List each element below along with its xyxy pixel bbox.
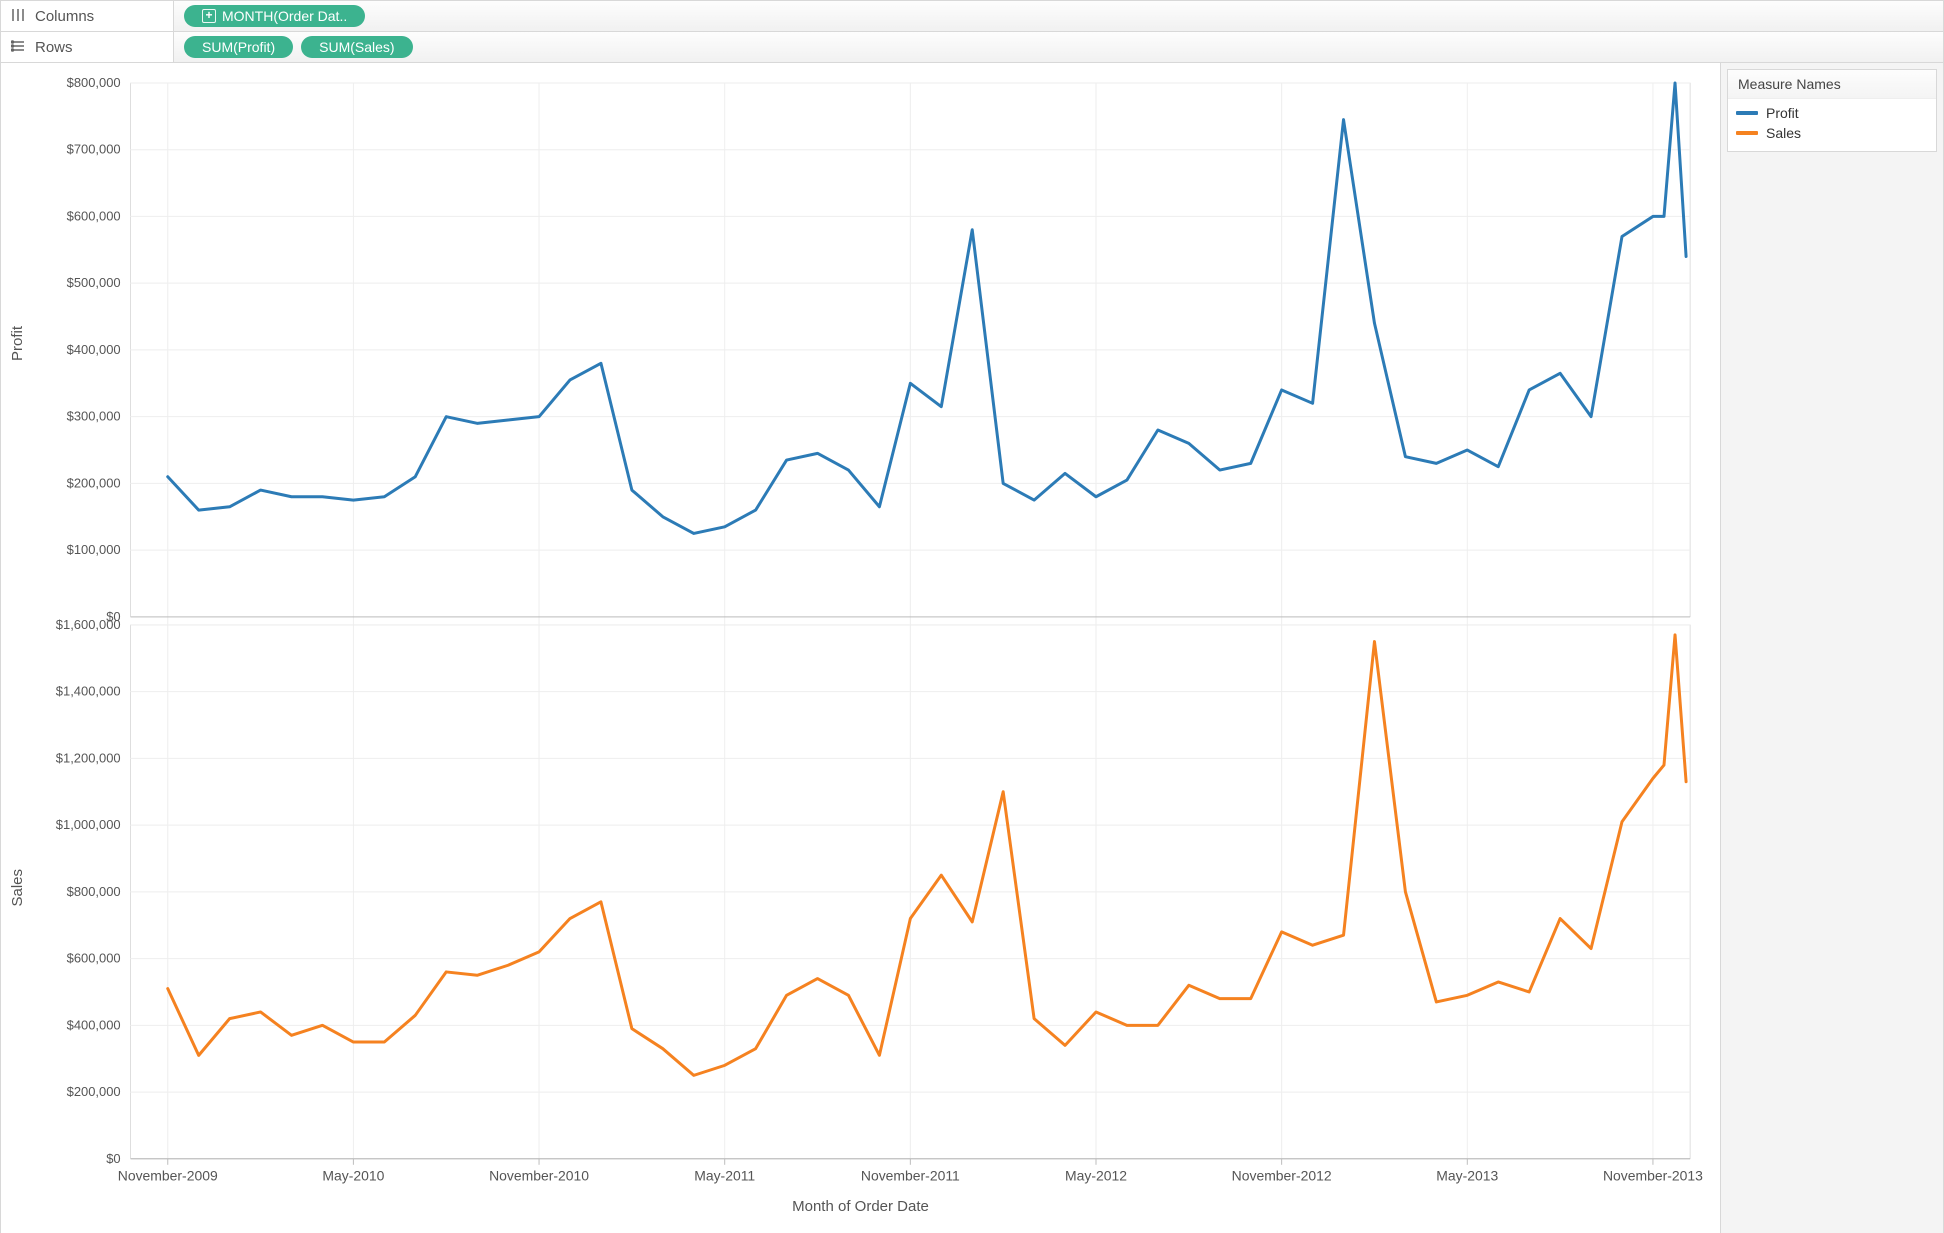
svg-text:May-2011: May-2011 xyxy=(694,1168,755,1184)
svg-text:$0: $0 xyxy=(106,1151,120,1166)
svg-text:$800,000: $800,000 xyxy=(67,75,121,90)
sales-line xyxy=(168,635,1686,1076)
svg-text:$300,000: $300,000 xyxy=(67,409,121,424)
rows-pill-1[interactable]: SUM(Sales) xyxy=(301,36,412,58)
columns-shelf-label-cell: Columns xyxy=(1,1,174,31)
legend-pane: Measure Names Profit Sales xyxy=(1721,63,1943,1233)
profit-line xyxy=(168,83,1686,534)
rows-icon xyxy=(11,39,25,56)
svg-text:$1,200,000: $1,200,000 xyxy=(56,750,121,765)
chart-svg: November-2009 May-2010 November-2010 May-20… xyxy=(1,63,1720,1229)
legend-items: Profit Sales xyxy=(1728,99,1936,151)
svg-text:$400,000: $400,000 xyxy=(67,342,121,357)
svg-text:$500,000: $500,000 xyxy=(67,275,121,290)
legend-item-profit[interactable]: Profit xyxy=(1736,103,1928,123)
columns-shelf-label: Columns xyxy=(35,8,94,25)
svg-text:November-2012: November-2012 xyxy=(1232,1168,1332,1184)
legend-swatch xyxy=(1736,131,1758,135)
columns-pill-label: MONTH(Order Dat.. xyxy=(222,8,347,24)
rows-pill-label: SUM(Profit) xyxy=(202,39,275,55)
rows-pill-label: SUM(Sales) xyxy=(319,39,394,55)
svg-text:November-2010: November-2010 xyxy=(489,1168,589,1184)
columns-pill-area[interactable]: + MONTH(Order Dat.. xyxy=(174,1,1943,31)
svg-text:November-2011: November-2011 xyxy=(861,1168,960,1184)
rows-shelf-label-cell: Rows xyxy=(1,32,174,62)
rows-pill-0[interactable]: SUM(Profit) xyxy=(184,36,293,58)
rows-shelf[interactable]: Rows SUM(Profit) SUM(Sales) xyxy=(0,32,1944,63)
expand-icon: + xyxy=(202,9,216,23)
legend-item-label: Profit xyxy=(1766,105,1799,121)
svg-text:$100,000: $100,000 xyxy=(67,542,121,557)
svg-text:$1,600,000: $1,600,000 xyxy=(56,617,121,632)
svg-text:$700,000: $700,000 xyxy=(67,142,121,157)
columns-pill-0[interactable]: + MONTH(Order Dat.. xyxy=(184,5,365,27)
svg-text:May-2010: May-2010 xyxy=(322,1168,384,1184)
chart-viz[interactable]: Profit Sales Month of Order Date Novembe… xyxy=(1,63,1721,1233)
rows-pill-area[interactable]: SUM(Profit) SUM(Sales) xyxy=(174,32,1943,62)
svg-text:$1,400,000: $1,400,000 xyxy=(56,684,121,699)
svg-text:$200,000: $200,000 xyxy=(67,1084,121,1099)
svg-text:November-2009: November-2009 xyxy=(118,1168,218,1184)
legend-card[interactable]: Measure Names Profit Sales xyxy=(1727,69,1937,152)
svg-text:November-2013: November-2013 xyxy=(1603,1168,1703,1184)
columns-icon xyxy=(11,8,25,25)
svg-text:$600,000: $600,000 xyxy=(67,208,121,223)
svg-text:$400,000: $400,000 xyxy=(67,1017,121,1032)
svg-text:$800,000: $800,000 xyxy=(67,884,121,899)
rows-shelf-label: Rows xyxy=(35,39,73,56)
svg-text:May-2013: May-2013 xyxy=(1436,1168,1498,1184)
svg-text:$600,000: $600,000 xyxy=(67,951,121,966)
svg-text:$1,000,000: $1,000,000 xyxy=(56,817,121,832)
svg-text:$200,000: $200,000 xyxy=(67,475,121,490)
legend-item-sales[interactable]: Sales xyxy=(1736,123,1928,143)
legend-swatch xyxy=(1736,111,1758,115)
columns-shelf[interactable]: Columns + MONTH(Order Dat.. xyxy=(0,0,1944,32)
legend-item-label: Sales xyxy=(1766,125,1801,141)
legend-title: Measure Names xyxy=(1728,70,1936,99)
svg-text:May-2012: May-2012 xyxy=(1065,1168,1127,1184)
